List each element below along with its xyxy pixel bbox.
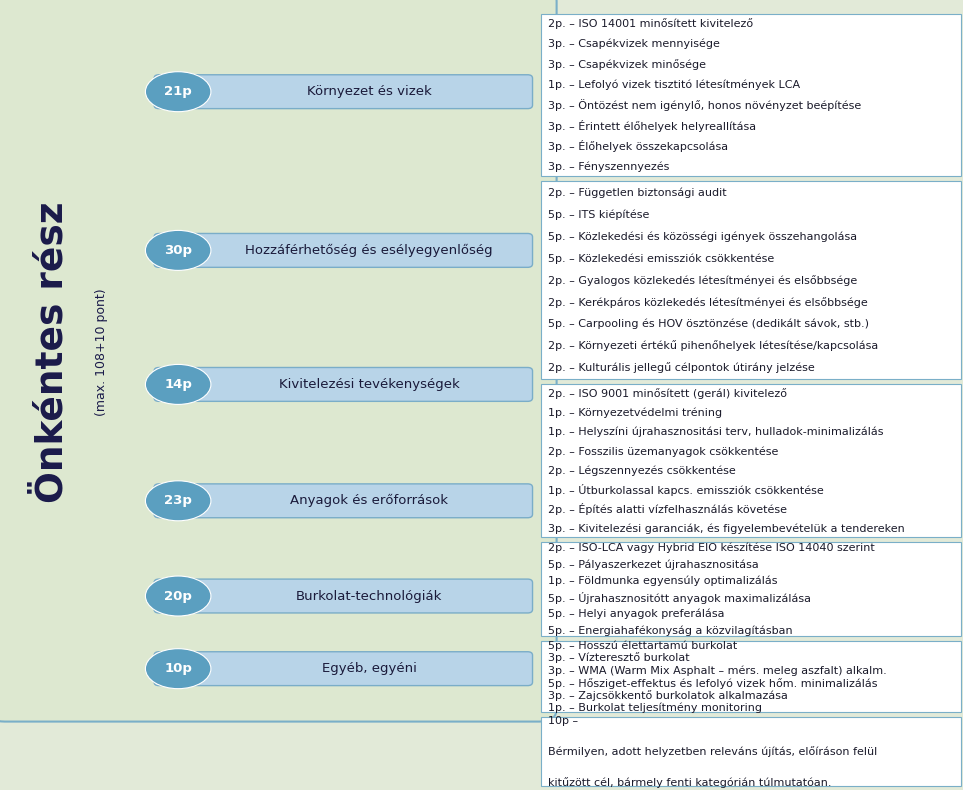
Text: 1p. – Burkolat teljesítmény monitoring: 1p. – Burkolat teljesítmény monitoring xyxy=(548,703,762,713)
Ellipse shape xyxy=(145,364,211,404)
Text: 3p. – Érintett élőhelyek helyreallítása: 3p. – Érintett élőhelyek helyreallítása xyxy=(548,120,756,132)
FancyBboxPatch shape xyxy=(541,543,961,636)
Text: 14p: 14p xyxy=(165,378,192,391)
Text: 30p: 30p xyxy=(164,244,193,257)
Text: Hozzáférhetőség és esélyegyenlőség: Hozzáférhetőség és esélyegyenlőség xyxy=(246,244,493,257)
Text: (max. 108+10 pont): (max. 108+10 pont) xyxy=(94,289,108,416)
Text: 2p. – Kulturális jellegű célpontok útirány jelzése: 2p. – Kulturális jellegű célpontok útirá… xyxy=(548,362,815,373)
Text: 5p. – Hősziget-effektus és lefolyó vizek hőm. minimalizálás: 5p. – Hősziget-effektus és lefolyó vizek… xyxy=(548,678,877,689)
Ellipse shape xyxy=(145,72,211,111)
Text: 10p: 10p xyxy=(165,662,192,675)
Text: 3p. – Élőhelyek összekapcsolása: 3p. – Élőhelyek összekapcsolása xyxy=(548,140,728,152)
Text: kitűzött cél, bármely fenti kategórián túlmutatóan.: kitűzött cél, bármely fenti kategórián t… xyxy=(548,777,831,788)
FancyBboxPatch shape xyxy=(154,75,533,109)
Text: 3p. – WMA (Warm Mix Asphalt – mérs. meleg aszfalt) alkalm.: 3p. – WMA (Warm Mix Asphalt – mérs. mele… xyxy=(548,665,887,675)
Text: 5p. – Carpooling és HOV ösztönzése (dedikált sávok, stb.): 5p. – Carpooling és HOV ösztönzése (dedi… xyxy=(548,318,869,329)
FancyBboxPatch shape xyxy=(541,181,961,379)
Text: 3p. – Öntözést nem igénylő, honos növényzet beépítése: 3p. – Öntözést nem igénylő, honos növény… xyxy=(548,100,861,111)
FancyBboxPatch shape xyxy=(541,717,961,787)
Ellipse shape xyxy=(145,576,211,616)
FancyBboxPatch shape xyxy=(154,483,533,517)
Text: 2p. – Gyalogos közlekedés létesítményei és elsőbbsége: 2p. – Gyalogos közlekedés létesítményei … xyxy=(548,275,857,286)
Text: 1p. – Földmunka egyensúly optimalizálás: 1p. – Földmunka egyensúly optimalizálás xyxy=(548,576,777,586)
Text: Bérmilyen, adott helyzetben releváns újítás, előíráson felül: Bérmilyen, adott helyzetben releváns újí… xyxy=(548,747,877,758)
Text: 2p. – Légszennyezés csökkentése: 2p. – Légszennyezés csökkentése xyxy=(548,465,736,476)
Text: Kivitelezési tevékenységek: Kivitelezési tevékenységek xyxy=(279,378,459,391)
FancyBboxPatch shape xyxy=(541,641,961,713)
Text: 1p. – Lefolyó vizek tisztitó létesítmények LCA: 1p. – Lefolyó vizek tisztitó létesítmény… xyxy=(548,80,800,90)
Text: 5p. – Közlekedési és közösségi igények összehangolása: 5p. – Közlekedési és közösségi igények ö… xyxy=(548,231,857,242)
Text: 5p. – Energiahafékonyság a közvilagításban: 5p. – Energiahafékonyság a közvilagításb… xyxy=(548,626,793,636)
Text: 2p. – Kerékpáros közlekedés létesítményei és elsőbbsége: 2p. – Kerékpáros közlekedés létesítménye… xyxy=(548,297,868,307)
Text: 1p. – Helyszíni újrahasznositási terv, hulladok-minimalizálás: 1p. – Helyszíni újrahasznositási terv, h… xyxy=(548,427,883,438)
FancyBboxPatch shape xyxy=(541,14,961,176)
FancyBboxPatch shape xyxy=(0,0,557,721)
FancyBboxPatch shape xyxy=(154,652,533,686)
Text: Egyéb, egyéni: Egyéb, egyéni xyxy=(322,662,417,675)
Text: 21p: 21p xyxy=(165,85,192,98)
Text: 2p. – ISO-LCA vagy Hybrid EIO készítése ISO 14040 szerint: 2p. – ISO-LCA vagy Hybrid EIO készítése … xyxy=(548,543,874,553)
Ellipse shape xyxy=(145,649,211,689)
Ellipse shape xyxy=(145,231,211,270)
Text: 1p. – Útburkolassal kapcs. emissziók csökkentése: 1p. – Útburkolassal kapcs. emissziók csö… xyxy=(548,483,823,496)
Text: 3p. – Csapékvizek mennyisége: 3p. – Csapékvizek mennyisége xyxy=(548,39,719,50)
Text: 23p: 23p xyxy=(165,495,192,507)
FancyBboxPatch shape xyxy=(154,579,533,613)
Ellipse shape xyxy=(145,481,211,521)
Text: 2p. – ISO 14001 minősített kivitelező: 2p. – ISO 14001 minősített kivitelező xyxy=(548,18,753,29)
Text: 3p. – Vízteresztő burkolat: 3p. – Vízteresztő burkolat xyxy=(548,653,690,664)
Text: 2p. – Építés alatti vízfelhasználás követése: 2p. – Építés alatti vízfelhasználás köve… xyxy=(548,503,787,515)
Text: 2p. – Környezeti értékű pihenőhelyek létesítése/kapcsolása: 2p. – Környezeti értékű pihenőhelyek lét… xyxy=(548,340,878,352)
Text: 3p. – Kivitelezési garanciák, és figyelembevételük a tendereken: 3p. – Kivitelezési garanciák, és figyele… xyxy=(548,523,904,533)
Text: 20p: 20p xyxy=(165,589,192,603)
Text: 5p. – Pályaszerkezet újrahasznositása: 5p. – Pályaszerkezet újrahasznositása xyxy=(548,559,759,570)
Text: 2p. – Független biztonsági audit: 2p. – Független biztonsági audit xyxy=(548,188,726,198)
Text: 5p. – Közlekedési emissziók csökkentése: 5p. – Közlekedési emissziók csökkentése xyxy=(548,254,774,264)
Text: 2p. – ISO 9001 minősített (gerál) kivitelező: 2p. – ISO 9001 minősített (gerál) kivite… xyxy=(548,388,787,399)
Text: 10p –: 10p – xyxy=(548,717,578,727)
FancyBboxPatch shape xyxy=(154,234,533,267)
Text: 1p. – Környezetvédelmi tréning: 1p. – Környezetvédelmi tréning xyxy=(548,408,722,418)
Text: 2p. – Fosszilis üzemanyagok csökkentése: 2p. – Fosszilis üzemanyagok csökkentése xyxy=(548,446,778,457)
Text: Burkolat-technológiák: Burkolat-technológiák xyxy=(297,589,442,603)
Text: Anyagok és erőforrások: Anyagok és erőforrások xyxy=(290,495,449,507)
FancyBboxPatch shape xyxy=(154,367,533,401)
Text: 3p. – Fényszennyezés: 3p. – Fényszennyezés xyxy=(548,161,669,172)
Text: 5p. – Újrahasznositótt anyagok maximalizálása: 5p. – Újrahasznositótt anyagok maximaliz… xyxy=(548,592,811,604)
Text: Önkéntes rész: Önkéntes rész xyxy=(35,202,71,503)
FancyBboxPatch shape xyxy=(541,385,961,537)
Text: 3p. – Zajcsökkentő burkolatok alkalmazása: 3p. – Zajcsökkentő burkolatok alkalmazás… xyxy=(548,690,788,701)
Text: Környezet és vizek: Környezet és vizek xyxy=(307,85,431,98)
Text: 5p. – ITS kiépítése: 5p. – ITS kiépítése xyxy=(548,209,649,220)
Text: 5p. – Hosszú élettartamú burkolat: 5p. – Hosszú élettartamú burkolat xyxy=(548,640,738,651)
Text: 5p. – Helyi anyagok preferálása: 5p. – Helyi anyagok preferálása xyxy=(548,609,724,619)
Text: 3p. – Csapékvizek minősége: 3p. – Csapékvizek minősége xyxy=(548,59,706,70)
